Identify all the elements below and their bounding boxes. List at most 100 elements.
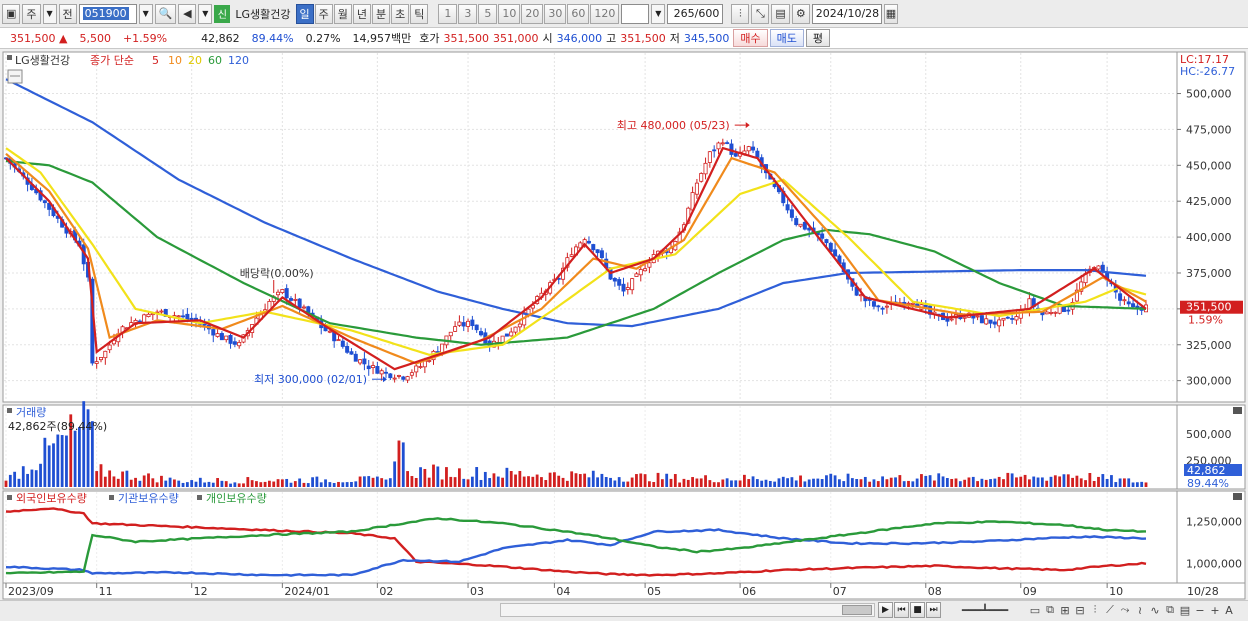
volume-bar[interactable] [842, 481, 846, 487]
zoom-out-icon[interactable]: + [1210, 603, 1220, 617]
volume-bar[interactable] [1131, 482, 1135, 487]
volume-bar[interactable] [160, 475, 163, 487]
volume-bar[interactable] [682, 478, 686, 487]
volume-bar[interactable] [388, 478, 392, 487]
volume-bar[interactable] [855, 479, 859, 487]
volume-bar[interactable] [838, 479, 841, 487]
chart-scrollbar[interactable] [500, 603, 875, 617]
volume-bar[interactable] [609, 477, 612, 487]
volume-bar[interactable] [69, 414, 73, 487]
volume-bar[interactable] [574, 473, 578, 487]
volume-bar[interactable] [540, 477, 543, 487]
volume-bar[interactable] [306, 483, 310, 487]
volume-bar[interactable] [332, 483, 336, 487]
candle[interactable] [297, 298, 302, 309]
calendar-icon[interactable]: ▦ [883, 3, 899, 24]
candle[interactable] [1118, 293, 1123, 301]
candle[interactable] [358, 359, 363, 364]
volume-bar[interactable] [26, 473, 29, 487]
volume-bar[interactable] [660, 479, 664, 487]
volume-bar[interactable] [1071, 477, 1074, 487]
candle[interactable] [625, 287, 630, 290]
volume-bar[interactable] [583, 473, 587, 487]
candle[interactable] [716, 142, 721, 150]
volume-bar[interactable] [833, 475, 837, 487]
volume-bar[interactable] [250, 480, 254, 487]
volume-bar[interactable] [397, 440, 401, 487]
candle[interactable] [962, 316, 967, 319]
candle[interactable] [1079, 281, 1084, 292]
volume-bar[interactable] [8, 474, 12, 487]
candle[interactable] [504, 333, 509, 337]
candle[interactable] [181, 315, 186, 318]
volume-bar[interactable] [103, 476, 107, 487]
candle[interactable] [621, 283, 626, 292]
candle[interactable] [440, 343, 445, 354]
volume-bar[interactable] [345, 482, 349, 487]
candle[interactable] [871, 301, 876, 307]
speaker-dropdown-icon[interactable]: ▼ [198, 3, 213, 24]
interval-btn-30[interactable]: 30 [544, 3, 567, 24]
volume-bar[interactable] [989, 479, 992, 487]
volume-bar[interactable] [82, 401, 86, 487]
volume-bar[interactable] [518, 470, 522, 487]
volume-bar[interactable] [509, 471, 513, 487]
eval-button[interactable]: 평 [805, 29, 831, 47]
volume-bar[interactable] [997, 476, 1001, 487]
volume-bar[interactable] [868, 481, 872, 487]
volume-bar[interactable] [237, 483, 241, 487]
volume-bar[interactable] [272, 481, 276, 487]
volume-bar[interactable] [350, 481, 353, 487]
volume-bar[interactable] [1097, 476, 1100, 487]
count-input[interactable]: 265/600 [667, 3, 724, 24]
volume-bar[interactable] [90, 421, 94, 487]
volume-bar[interactable] [65, 435, 68, 487]
volume-bar[interactable] [514, 474, 517, 487]
candle[interactable] [712, 149, 717, 152]
volume-bar[interactable] [1135, 482, 1139, 487]
volume-bar[interactable] [777, 478, 781, 487]
volume-bar[interactable] [371, 477, 375, 487]
volume-bar[interactable] [1040, 477, 1044, 487]
candle[interactable] [880, 307, 885, 310]
volume-bar[interactable] [790, 477, 794, 487]
candle[interactable] [185, 313, 190, 320]
volume-bar[interactable] [224, 481, 228, 487]
candle[interactable] [211, 329, 216, 336]
volume-bar[interactable] [704, 475, 707, 487]
candle[interactable] [345, 345, 350, 353]
volume-bar[interactable] [816, 478, 820, 487]
chart-area[interactable]: 500,000 475,000 450,000 425,000 400,000 375,0… [0, 50, 1248, 600]
period-tab-3[interactable]: 년 [352, 3, 371, 24]
volume-bar[interactable] [786, 478, 789, 487]
volume-bar[interactable] [803, 481, 807, 487]
volume-bar[interactable] [488, 478, 492, 487]
volume-bar[interactable] [850, 478, 854, 487]
volume-bar[interactable] [17, 478, 21, 487]
candle[interactable] [1096, 265, 1101, 270]
candle-type-icon[interactable]: ⫶ [731, 3, 750, 24]
candle[interactable] [383, 371, 388, 374]
volume-bar[interactable] [863, 476, 867, 487]
volume-bar[interactable] [47, 445, 51, 487]
candle[interactable] [798, 223, 803, 227]
volume-bar[interactable] [354, 481, 358, 487]
volume-bar[interactable] [557, 475, 561, 487]
volume-bar[interactable] [194, 481, 198, 487]
candle[interactable] [789, 209, 794, 218]
candle[interactable] [466, 320, 471, 327]
volume-bar[interactable] [233, 482, 237, 487]
volume-bar[interactable] [734, 480, 738, 487]
candle[interactable] [1126, 301, 1131, 305]
volume-bar[interactable] [1084, 480, 1087, 487]
copy-icon[interactable]: ⧉ [1166, 603, 1174, 616]
candle[interactable] [707, 151, 712, 163]
volume-bar[interactable] [1092, 480, 1096, 487]
volume-bar[interactable] [384, 479, 388, 487]
candle[interactable] [293, 298, 298, 301]
candle[interactable] [802, 221, 807, 230]
candle[interactable] [107, 344, 112, 351]
volume-bar[interactable] [665, 473, 669, 487]
volume-bar[interactable] [43, 437, 47, 487]
volume-bar[interactable] [768, 480, 772, 487]
